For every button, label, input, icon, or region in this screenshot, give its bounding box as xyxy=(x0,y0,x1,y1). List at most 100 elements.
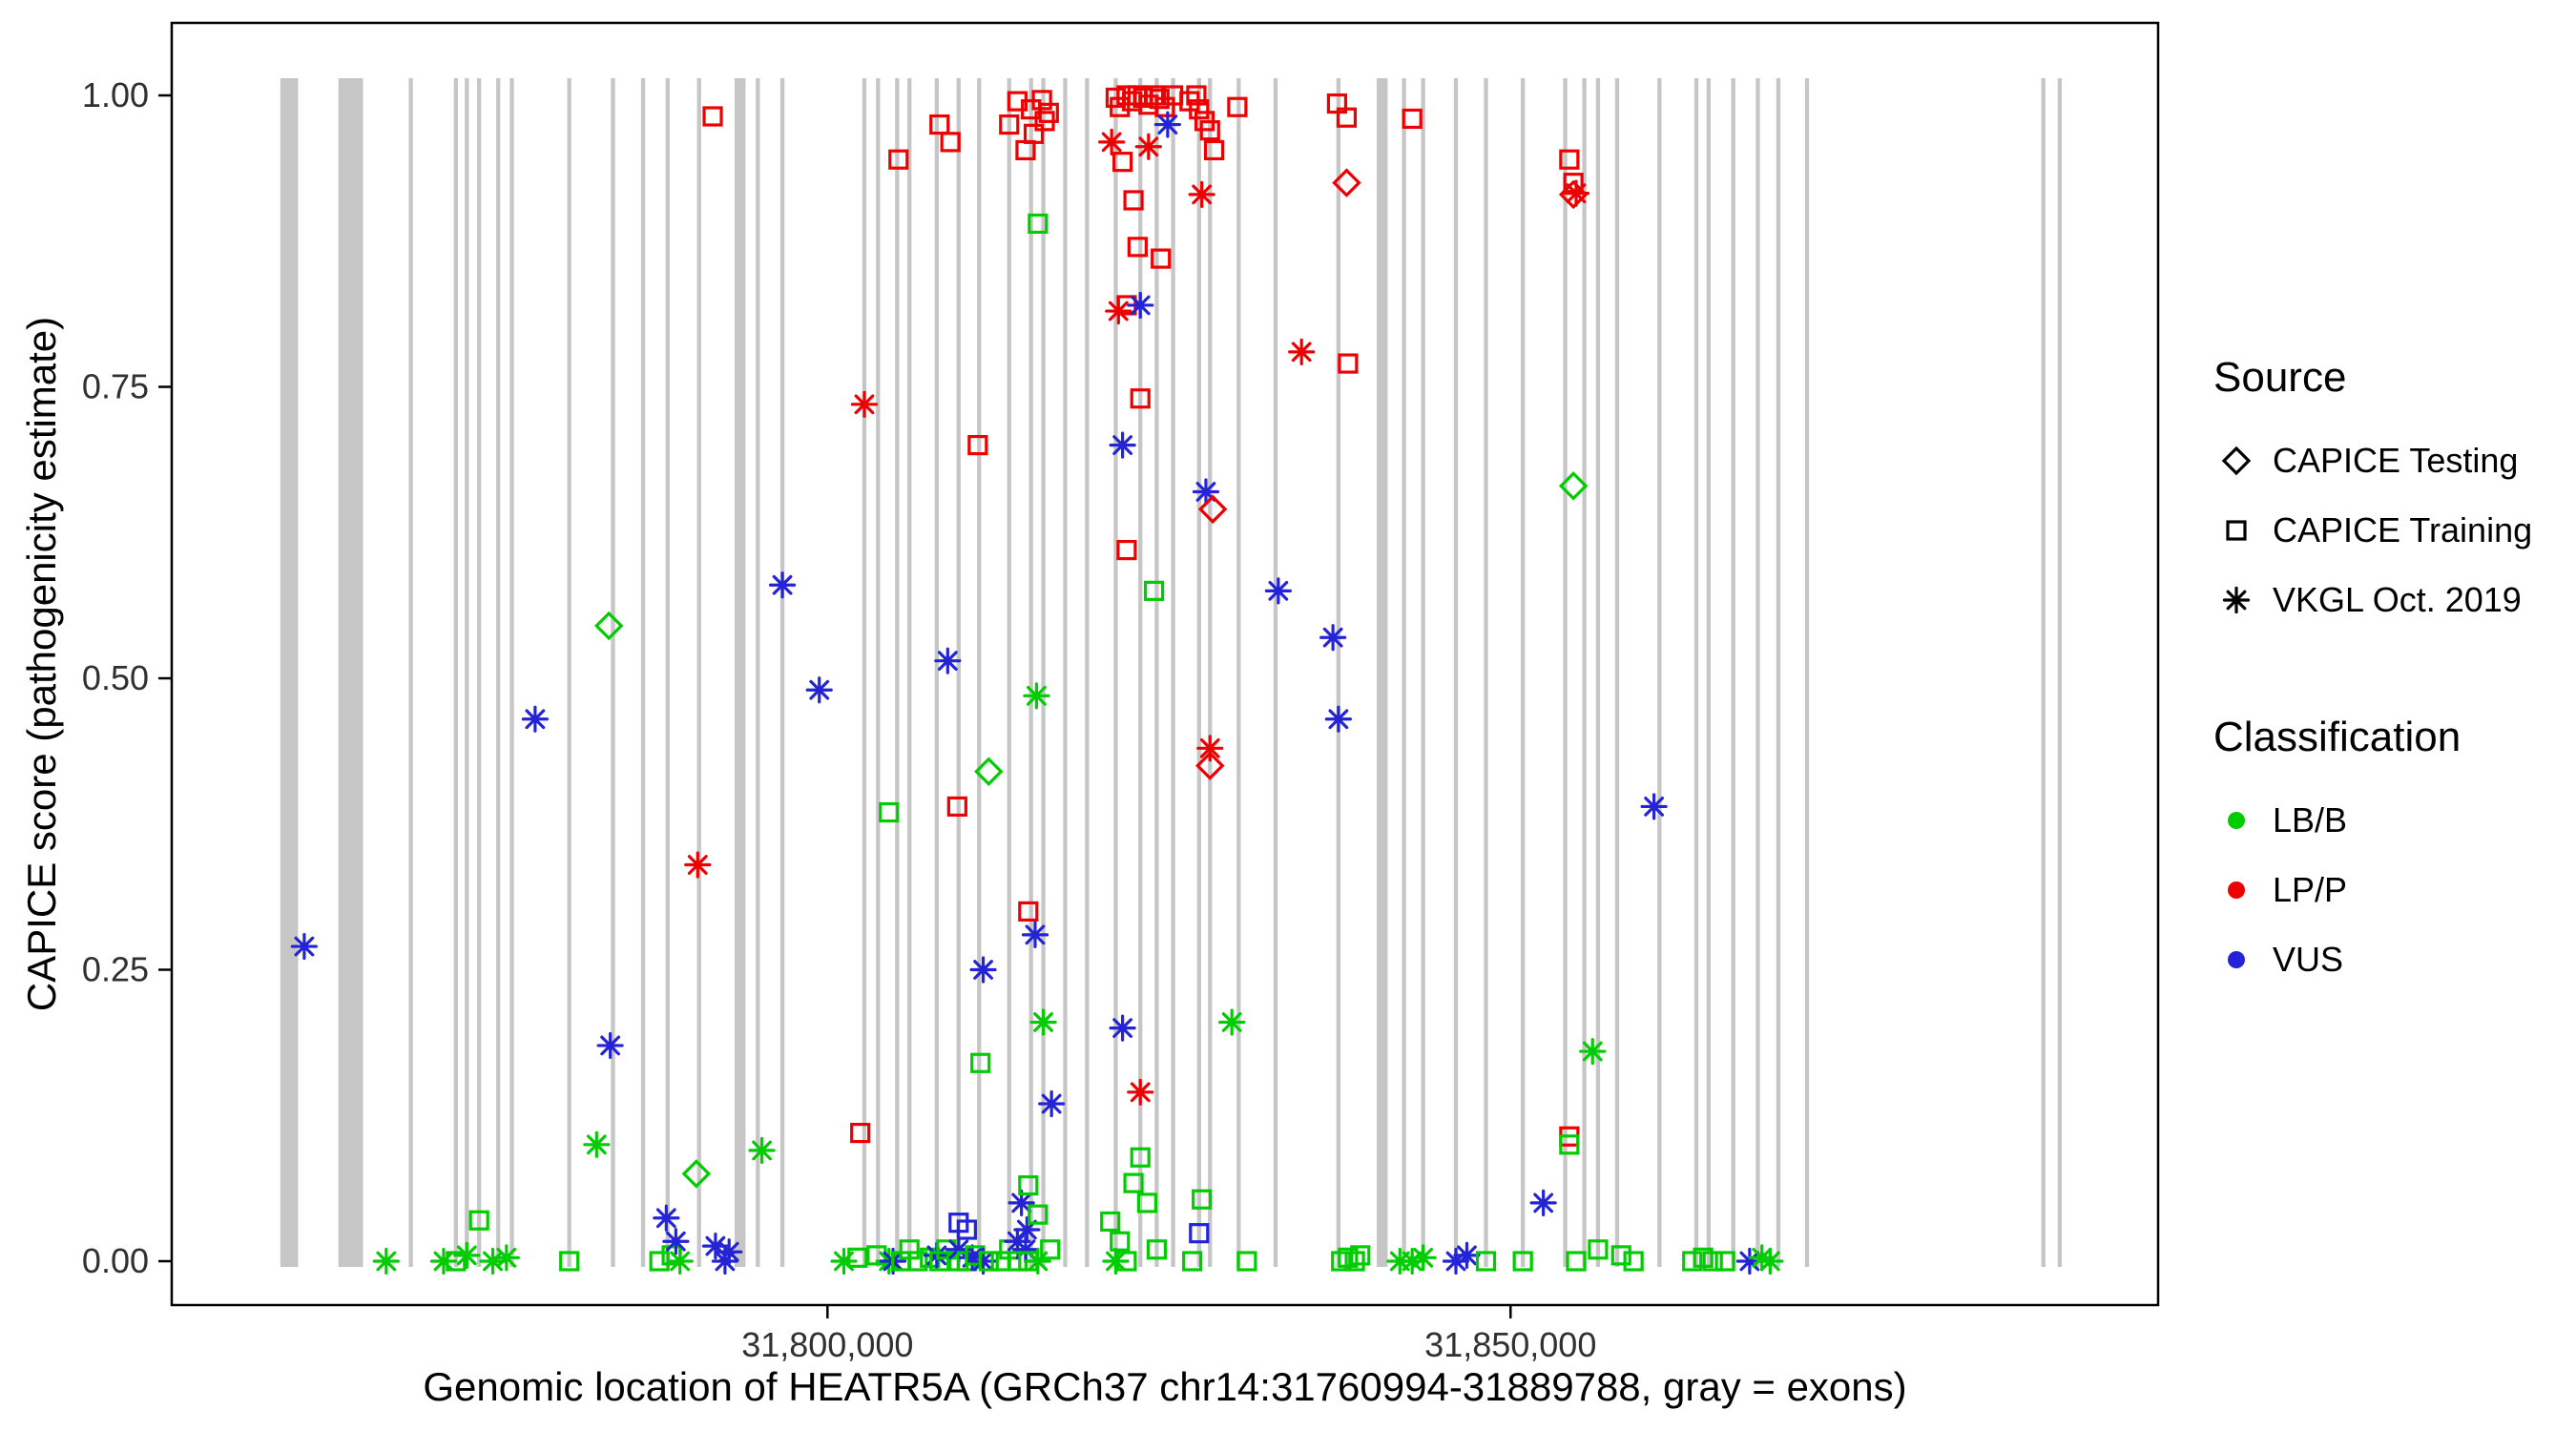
data-point-asterisk xyxy=(1748,1244,1776,1272)
data-point-square xyxy=(1186,85,1207,106)
data-point-square xyxy=(1189,1223,1210,1244)
data-point-square xyxy=(1143,85,1165,106)
x-tick-label: 31,800,000 xyxy=(741,1325,913,1364)
data-point-asterisk xyxy=(290,932,318,961)
data-point-square xyxy=(1123,1172,1144,1193)
exon-bar xyxy=(895,78,900,1267)
circle-legend-icon xyxy=(2228,881,2245,900)
data-point-asterisk xyxy=(1153,111,1181,138)
data-point-asterisk xyxy=(1192,478,1220,506)
data-point-asterisk xyxy=(805,676,833,704)
data-point-asterisk xyxy=(1029,1008,1057,1036)
exon-bar xyxy=(1657,78,1662,1267)
data-point-square xyxy=(1227,96,1248,117)
exon-bar xyxy=(1041,78,1046,1267)
data-point-diamond xyxy=(593,611,624,641)
data-point-asterisk xyxy=(429,1247,458,1275)
data-point-square xyxy=(907,1251,928,1272)
exon-bar xyxy=(696,78,701,1267)
legend-item-label: CAPICE Training xyxy=(2273,509,2533,550)
legend-item-lb-b: LB/B xyxy=(2213,786,2566,856)
asterisk-legend-icon xyxy=(2222,586,2251,613)
data-point-asterisk xyxy=(1127,291,1154,320)
x-axis-title: Genomic location of HEATR5A (GRCh37 chr1… xyxy=(423,1364,1907,1409)
exon-bar xyxy=(1028,78,1033,1267)
data-point-asterisk xyxy=(850,390,879,418)
exon-bar xyxy=(1236,78,1241,1267)
data-point-square xyxy=(1100,1211,1121,1233)
diamond-legend-icon xyxy=(2221,446,2252,476)
legend-symbol xyxy=(2213,508,2259,553)
exon-bar xyxy=(1614,78,1620,1267)
data-point-square xyxy=(879,801,900,823)
data-point-asterisk xyxy=(583,1130,611,1158)
data-point-square xyxy=(1018,901,1039,923)
data-point-square xyxy=(1566,1251,1587,1272)
data-point-square xyxy=(970,1052,991,1073)
data-point-square xyxy=(1189,99,1210,120)
data-point-asterisk xyxy=(653,1204,680,1232)
data-point-asterisk xyxy=(1021,921,1049,948)
data-point-square xyxy=(1623,1251,1644,1272)
data-point-square xyxy=(559,1251,580,1272)
data-point-asterisk xyxy=(521,705,549,733)
panel-border xyxy=(170,21,2160,1307)
exon-bar xyxy=(1421,78,1425,1267)
data-point-square xyxy=(1350,1245,1371,1266)
exon-bar xyxy=(1336,78,1341,1267)
square-legend-icon xyxy=(2226,520,2247,541)
data-point-square xyxy=(1110,1231,1131,1252)
legend-item-label: CAPICE Testing xyxy=(2273,440,2519,480)
data-point-square xyxy=(1110,96,1131,117)
y-tick-label: 0.00 xyxy=(82,1241,149,1280)
data-point-square xyxy=(1192,1189,1213,1210)
data-point-asterisk xyxy=(1442,1247,1470,1275)
data-point-asterisk xyxy=(1098,128,1126,156)
data-point-square xyxy=(1236,1251,1257,1272)
data-point-square xyxy=(940,132,961,153)
exon-bar xyxy=(611,78,615,1267)
exon-bar xyxy=(907,78,912,1267)
exon-bar xyxy=(1563,78,1568,1267)
data-point-square xyxy=(1344,1251,1365,1272)
data-point-square xyxy=(1338,353,1359,374)
data-point-asterisk xyxy=(1319,624,1347,652)
exon-bar xyxy=(1154,78,1159,1267)
data-point-asterisk xyxy=(1409,1244,1437,1272)
exon-bar xyxy=(496,78,501,1267)
data-point-square xyxy=(1475,1251,1497,1272)
exon-bar xyxy=(1693,78,1699,1267)
exon-bar xyxy=(1171,78,1175,1267)
legend-classification-title: Classification xyxy=(2213,714,2462,761)
data-point-asterisk xyxy=(1453,1241,1481,1269)
data-point-asterisk xyxy=(1024,1247,1051,1275)
exon-bar xyxy=(1731,78,1735,1267)
legend-symbol xyxy=(2213,867,2259,913)
data-point-square xyxy=(649,1251,670,1272)
data-point-square xyxy=(1116,1251,1137,1272)
data-point-square xyxy=(1559,1134,1580,1155)
exon-bar xyxy=(1376,78,1388,1267)
data-point-asterisk xyxy=(1013,1215,1041,1244)
data-point-square xyxy=(847,1247,868,1268)
y-axis-title: CAPICE score (pathogenicity estimate) xyxy=(19,316,64,1012)
data-point-asterisk xyxy=(1196,735,1224,762)
data-point-square xyxy=(1331,1251,1352,1272)
data-point-square xyxy=(1123,190,1144,211)
data-point-square xyxy=(446,1251,467,1272)
data-point-square xyxy=(1182,1251,1203,1272)
data-point-asterisk xyxy=(701,1233,730,1260)
data-point-square xyxy=(1714,1251,1735,1272)
exon-bar xyxy=(338,78,364,1267)
data-point-asterisk xyxy=(1324,705,1352,733)
exon-bar xyxy=(1208,78,1213,1267)
exon-bar xyxy=(1196,78,1201,1267)
exon-bar xyxy=(453,78,458,1267)
data-point-asterisk xyxy=(716,1238,743,1266)
data-point-asterisk xyxy=(1288,338,1316,365)
y-tick-label: 1.00 xyxy=(82,75,149,114)
data-point-asterisk xyxy=(662,1228,690,1255)
data-point-square xyxy=(1143,580,1165,601)
